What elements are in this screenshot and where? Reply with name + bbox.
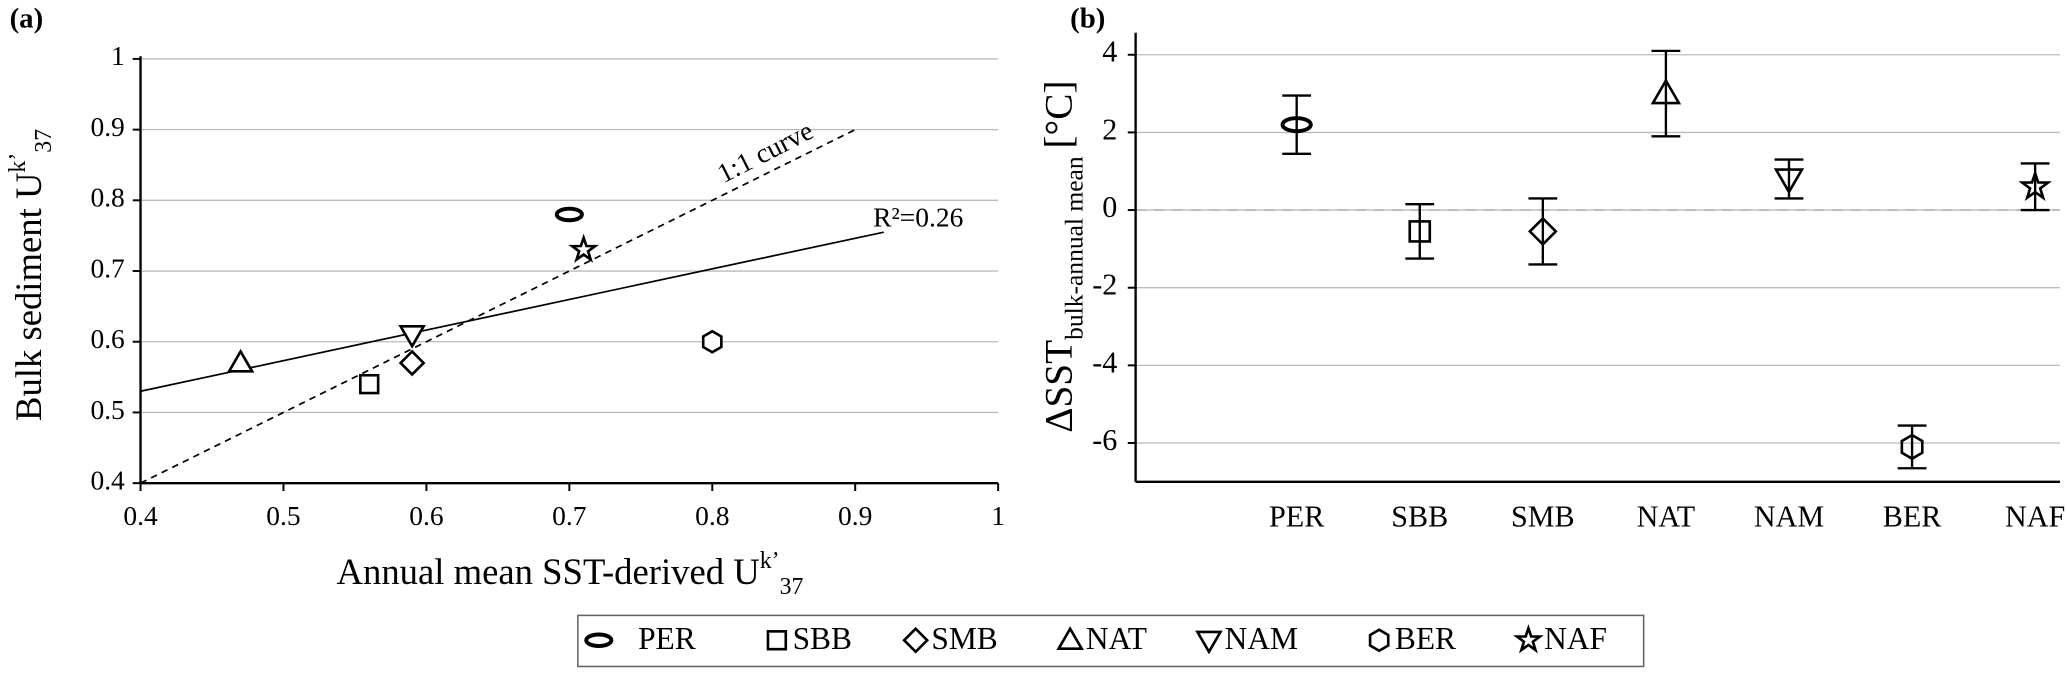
annotation: 1:1 curve [712, 115, 817, 189]
legend-label: NAM [1225, 621, 1298, 656]
legend-label: NAT [1086, 621, 1147, 656]
legend-marker [1513, 624, 1544, 654]
legend-marker [1368, 628, 1390, 653]
y-axis-label-part: bulk-annual mean [1060, 156, 1089, 340]
y-axis-label-part: 37 [32, 129, 58, 153]
y-axis-label: Bulk sediment Uk’37 [6, 129, 58, 421]
marker [359, 373, 380, 395]
y-tick-label: 0.7 [90, 253, 124, 283]
legend-marker [902, 626, 930, 654]
x-tick-label: 0.6 [409, 501, 443, 531]
y-tick-label: 0 [1102, 190, 1117, 224]
y-tick-label: -6 [1092, 423, 1117, 457]
marker [1528, 216, 1558, 247]
legend-label: PER [638, 621, 696, 656]
x-tick-label: 0.9 [838, 501, 872, 531]
legend-label: SBB [793, 621, 852, 656]
y-axis-label-part: Bulk sediment U [9, 173, 50, 421]
marker [2018, 169, 2052, 202]
y-tick-label: 0.5 [90, 395, 124, 425]
x-tick-label: NAF [2005, 500, 2065, 534]
x-tick-label: 0.5 [266, 501, 300, 531]
annotation: R²=0.26 [873, 202, 963, 232]
marker [1773, 168, 1805, 195]
y-tick-label: 0.6 [90, 324, 124, 354]
marker [1650, 78, 1682, 105]
marker [1408, 220, 1432, 243]
legend-marker [1056, 626, 1084, 650]
marker [554, 206, 584, 223]
x-axis-label-part: 37 [780, 575, 804, 601]
x-axis-label-part: k’ [760, 549, 780, 575]
x-axis-label: Annual mean SST-derived Uk’37 [337, 549, 804, 601]
marker [568, 233, 599, 263]
x-tick-label: NAM [1754, 500, 1824, 534]
legend-label: SMB [931, 621, 997, 656]
y-axis-label: ΔSSTbulk-annual mean [°C] [1037, 80, 1088, 432]
regression-line [140, 231, 884, 393]
y-tick-label: 2 [1102, 112, 1117, 146]
y-tick-label: 4 [1102, 35, 1117, 69]
x-tick-label: 1 [991, 501, 1005, 531]
panel-label: (a) [10, 3, 44, 35]
marker [701, 329, 723, 354]
x-tick-label: 0.8 [695, 501, 729, 531]
marker [1280, 116, 1313, 134]
x-tick-label: BER [1883, 500, 1942, 534]
marker [398, 349, 426, 377]
x-tick-label: SBB [1391, 500, 1448, 534]
legend-label: BER [1395, 621, 1456, 656]
y-tick-label: -4 [1092, 345, 1117, 379]
x-axis-label-part: Annual mean SST-derived U [337, 552, 760, 593]
y-axis-label-part: k’ [6, 153, 32, 173]
legend-box [577, 614, 1645, 668]
x-tick-label: PER [1269, 500, 1325, 534]
marker [1900, 433, 1924, 461]
y-axis-label-part: ΔSST [1037, 340, 1080, 433]
legend-marker [766, 630, 788, 651]
y-tick-label: 0.8 [90, 183, 124, 213]
legend-marker [1195, 630, 1223, 655]
marker [226, 348, 255, 373]
y-tick-label: 0.4 [90, 465, 125, 495]
panel-label: (b) [1070, 3, 1105, 35]
x-tick-label: NAT [1637, 500, 1696, 534]
y-tick-label: -2 [1092, 268, 1117, 302]
y-tick-label: 1 [111, 41, 125, 71]
x-tick-label: SMB [1511, 500, 1575, 534]
x-tick-label: 0.7 [552, 501, 586, 531]
legend-label: NAF [1544, 621, 1607, 656]
x-tick-label: 0.4 [123, 501, 158, 531]
one-to-one-line [140, 128, 856, 484]
marker [398, 324, 426, 349]
y-axis-label-part: [°C] [1037, 80, 1080, 148]
y-tick-label: 0.9 [90, 112, 124, 142]
legend-marker [584, 632, 614, 648]
